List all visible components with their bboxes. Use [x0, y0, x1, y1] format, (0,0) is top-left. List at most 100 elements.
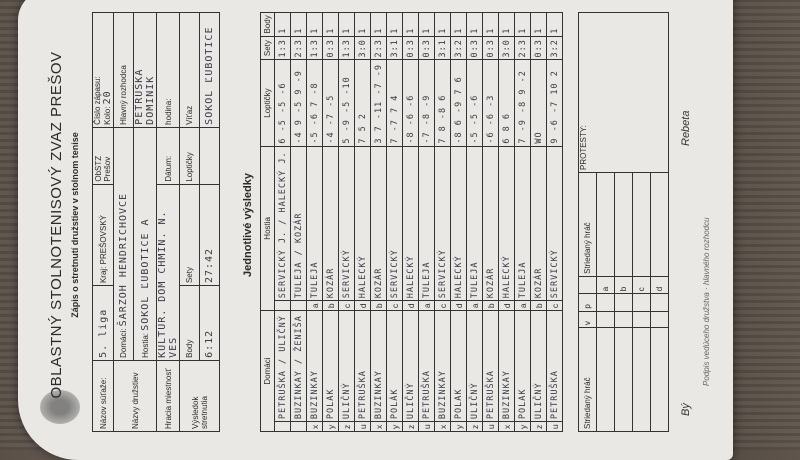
- match-points: 1: [370, 12, 387, 37]
- ball-scores: -4 -7 -5: [322, 60, 339, 147]
- date-label: Dátum:: [156, 127, 180, 185]
- result-row: z ULIČNÝ c SERVICKÝ 5 -9 -5 -10 1:3 1: [338, 12, 355, 432]
- set-score: 3:1: [386, 36, 403, 60]
- winner-label: Víťaz: [179, 12, 200, 128]
- home-key: z: [466, 421, 483, 432]
- ball-scores: -8 6 -9 7 6: [450, 60, 467, 147]
- home-key: z: [530, 421, 547, 432]
- protests-label: PROTESTY:: [578, 12, 669, 173]
- obstz: ObSTZ Prešov: [92, 127, 114, 185]
- result-row: PETRUŠKA / ULIČNÝ SERVICKÝ J. / HALECKÝ J…: [274, 12, 291, 432]
- results-title: Jednotlivé výsledky: [242, 173, 254, 277]
- match-sheet: OBLASTNÝ STOLNOTENISOVÝ ZVAZ PREŠOV Zápi…: [30, 4, 720, 446]
- home-player: POLÁK: [386, 310, 403, 422]
- ball-scores: 6 8 6: [498, 60, 515, 147]
- away-key: a: [466, 300, 483, 311]
- away-player: SERVICKÝ: [386, 146, 403, 301]
- referee-label: Hlavný rozhodca: [113, 12, 134, 128]
- away-player: KOZÁR: [370, 146, 387, 301]
- set-score: 1:3: [338, 36, 355, 60]
- home-player: ULIČNÝ: [402, 310, 419, 422]
- match-points: 1: [514, 12, 531, 37]
- home-key: y: [450, 421, 467, 432]
- footer-note: Podpis vedúceho družstva · hlavného rozh…: [702, 217, 711, 386]
- time-label: hodina:: [156, 12, 180, 128]
- result-label: Výsledok stretnutia: [179, 360, 220, 432]
- set-score: 2:3: [290, 36, 307, 60]
- competition-label: Názov súťaže:: [92, 360, 114, 432]
- ball-scores: 7 8 -8 6: [434, 60, 451, 147]
- home-player: BUZINKAY: [370, 310, 387, 422]
- away-player: KOZÁR: [482, 146, 499, 301]
- ball-scores: -8 -6 -6: [402, 60, 419, 147]
- away-player: TULEJA: [514, 146, 531, 301]
- match-points: 1: [498, 12, 515, 37]
- home-player: POLAK: [450, 310, 467, 422]
- away-key: [290, 300, 307, 311]
- result-row: y POLAK b KOZÁR -4 -7 -5 0:3 1: [322, 12, 339, 432]
- substitutes-table: Striedaný hráč v p Striedaný hráč PROTESTY: …: [578, 12, 669, 432]
- away-team: SOKOL ĽUBOTICE A: [139, 218, 151, 331]
- match-points: 1: [386, 12, 403, 37]
- match-points: 1: [546, 12, 563, 37]
- ball-scores: 7 -7 7 4: [386, 60, 403, 147]
- match-points: 1: [338, 12, 355, 37]
- ball-scores: -4 9 -5 9 -9: [290, 60, 307, 147]
- set-score: 0:3: [402, 36, 419, 60]
- away-key: c: [386, 300, 403, 311]
- ball-scores: -6 -6 -3: [482, 60, 499, 147]
- away-player: SERVICKÝ J. / HALECKÝ J.: [274, 146, 291, 301]
- away-player: HALECKÝ: [498, 146, 515, 301]
- match-points: 1: [466, 12, 483, 37]
- home-player: BUZINKAY / ŽENIŠA: [290, 310, 307, 422]
- home-key: u: [418, 421, 435, 432]
- substitute-home-label: Striedaný hráč: [578, 327, 597, 432]
- teams-label: Názvy družstiev: [113, 360, 157, 432]
- match-points: 1: [482, 12, 499, 37]
- header-away: Hostia: [260, 146, 275, 311]
- match-sheet-paper: [18, 0, 733, 460]
- away-key: b: [370, 300, 387, 311]
- set-score: 0:3: [530, 36, 547, 60]
- region-label: Kraj:: [98, 266, 108, 284]
- home-key: u: [546, 421, 563, 432]
- result-row: z ULIČNÝ b KOZÁR WO 0:3 1: [530, 12, 547, 432]
- away-key: b: [322, 300, 339, 311]
- referee: PETRUŠKA DOMINIK: [133, 12, 157, 128]
- away-player: HALECKÝ: [450, 146, 467, 301]
- total-sets: 27:42: [199, 184, 220, 286]
- home-key: x: [498, 421, 515, 432]
- set-score: 0:3: [482, 36, 499, 60]
- set-score: 0:3: [418, 36, 435, 60]
- home-signature: Bý: [680, 403, 692, 416]
- competition: 5. liga: [92, 285, 114, 361]
- ball-scores: -5 -6 7 -8: [306, 60, 323, 147]
- away-signature: Rebeta: [680, 110, 692, 146]
- result-row: y POLAK d HALECKÝ -8 6 -9 7 6 3:2 1: [450, 12, 467, 432]
- ball-scores: 6 -5 -5 -6: [274, 60, 291, 147]
- home-key: z: [402, 421, 419, 432]
- set-score: 0:3: [466, 36, 483, 60]
- venue-label: Hracia miestnosť: [156, 360, 180, 432]
- home-key: [290, 421, 307, 432]
- sets-label: Sety: [179, 184, 200, 286]
- result-row: BUZINKAY / ŽENIŠA TULEJA / KOZÁR -4 9 -5 9…: [290, 12, 307, 432]
- round: 20: [102, 90, 113, 105]
- result-row: u PETRUŠKA d HALECKÝ 7 5 2 3:0 1: [354, 12, 371, 432]
- home-key: [274, 421, 291, 432]
- home-player: PETRUŠKA / ULIČNÝ: [274, 310, 291, 422]
- away-player: TULEJA / KOZÁR: [290, 146, 307, 301]
- set-score: 3:1: [434, 36, 451, 60]
- ball-scores: 7 5 2: [354, 60, 371, 147]
- away-player: HALECKÝ: [402, 146, 419, 301]
- set-score: 3:2: [546, 36, 563, 60]
- winner: SOKOL ĽUBOTICE: [199, 12, 220, 128]
- set-score: 3:0: [354, 36, 371, 60]
- ball-scores: -5 -5 -6: [466, 60, 483, 147]
- set-score: 2:3: [370, 36, 387, 60]
- home-player: PETRUŠKA: [482, 310, 499, 422]
- result-row: y POLAK a TULEJA 7 -9 -8 9 -2 2:3 1: [514, 12, 531, 432]
- ball-scores: -7 -8 -9: [418, 60, 435, 147]
- match-points: 1: [354, 12, 371, 37]
- home-player: BUZINKAY: [498, 310, 515, 422]
